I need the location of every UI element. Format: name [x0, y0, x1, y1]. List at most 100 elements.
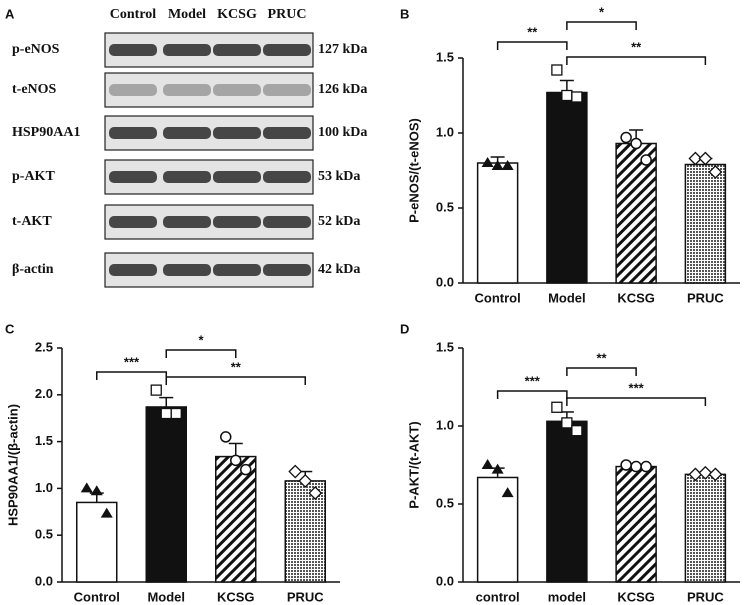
- data-point: [308, 486, 323, 500]
- blot-band: [163, 44, 211, 56]
- blot-band: [109, 84, 157, 96]
- significance-bracket: [165, 376, 306, 385]
- y-tick-label: 0.0: [35, 573, 53, 588]
- significance-bracket: [496, 390, 568, 399]
- blot-band: [109, 127, 157, 139]
- y-tick-label: 1.5: [436, 49, 454, 64]
- y-tick-label: 0.5: [436, 495, 454, 510]
- data-point: [501, 487, 514, 498]
- data-point: [620, 131, 632, 144]
- blot-protein: β-actin: [12, 262, 54, 277]
- blot-size: 42 kDa: [318, 262, 360, 277]
- blot-size: 100 kDa: [318, 125, 367, 140]
- panel-label: D: [400, 321, 409, 336]
- data-point: [698, 151, 713, 166]
- blot-band: [163, 264, 211, 276]
- data-point: [481, 157, 494, 167]
- y-tick-label: 1.5: [35, 433, 53, 448]
- y-tick-label: 1.0: [436, 417, 454, 432]
- data-point: [230, 454, 242, 467]
- significance-bracket: [566, 21, 637, 30]
- panel-label: C: [5, 321, 15, 336]
- blot-band: [263, 171, 311, 183]
- data-point: [571, 425, 583, 437]
- data-point: [150, 384, 162, 396]
- x-tick-label: Model: [147, 589, 185, 604]
- y-tick-label: 1.0: [35, 480, 53, 495]
- y-axis-title: P-AKT/(t-AKT): [406, 421, 421, 508]
- blot-band: [163, 127, 211, 139]
- data-point: [708, 467, 723, 482]
- significance-label: ***: [124, 354, 140, 369]
- x-tick-label: PRUC: [287, 589, 324, 604]
- data-point: [561, 89, 573, 102]
- data-point: [708, 165, 723, 179]
- blot-column: Control: [110, 7, 157, 22]
- x-tick-label: KCSG: [617, 290, 655, 305]
- blot-band: [213, 216, 261, 228]
- blot-band: [263, 84, 311, 96]
- y-tick-label: 0.5: [436, 199, 454, 214]
- y-tick-label: 2.0: [35, 386, 53, 401]
- data-point: [561, 417, 573, 429]
- y-tick-label: 2.5: [35, 339, 53, 354]
- blot-column: Model: [168, 7, 206, 22]
- bar: [615, 465, 657, 583]
- bar: [684, 473, 727, 583]
- bar: [546, 420, 588, 583]
- data-point: [688, 151, 703, 166]
- data-point: [160, 407, 172, 420]
- x-tick-label: Control: [74, 589, 120, 604]
- blot-band: [213, 84, 261, 96]
- panel-label: A: [5, 6, 15, 21]
- blot-band: [109, 171, 157, 183]
- blot-band: [213, 44, 261, 56]
- blot-protein: t-eNOS: [12, 82, 57, 97]
- blot-protein: p-AKT: [12, 169, 55, 184]
- x-tick-label: control: [476, 589, 520, 604]
- significance-label: **: [631, 39, 642, 54]
- blot-band: [109, 216, 157, 228]
- blot-band: [263, 216, 311, 228]
- blot-band: [163, 216, 211, 228]
- significance-label: **: [596, 350, 607, 365]
- bar: [476, 162, 519, 284]
- bar: [546, 91, 588, 284]
- blot-band: [109, 44, 157, 56]
- data-point: [80, 482, 93, 493]
- significance-bracket: [566, 397, 707, 406]
- data-point: [501, 160, 514, 170]
- data-point: [298, 473, 313, 488]
- blot-size: 126 kDa: [318, 82, 367, 97]
- blot-protein: HSP90AA1: [12, 125, 80, 140]
- data-point: [491, 160, 504, 170]
- bar: [615, 142, 657, 284]
- bar: [284, 480, 326, 583]
- data-point: [630, 460, 642, 473]
- significance-label: **: [231, 359, 242, 374]
- data-point: [288, 464, 303, 479]
- data-point: [640, 460, 652, 473]
- data-point: [240, 463, 252, 476]
- blot-column: KCSG: [217, 7, 257, 22]
- significance-bracket: [566, 56, 707, 65]
- blot-band: [213, 264, 261, 276]
- bar: [476, 476, 519, 583]
- blot-size: 53 kDa: [318, 169, 360, 184]
- significance-bracket: [96, 371, 167, 380]
- y-tick-label: 1.5: [436, 339, 454, 354]
- data-point: [640, 154, 652, 166]
- blot-band: [109, 264, 157, 276]
- significance-label: ***: [629, 380, 645, 395]
- x-tick-label: PRUC: [687, 290, 724, 305]
- blot-band: [213, 171, 261, 183]
- significance-label: **: [527, 24, 538, 39]
- data-point: [481, 459, 494, 469]
- x-tick-label: model: [548, 589, 586, 604]
- bar: [215, 455, 257, 583]
- x-tick-label: KCSG: [617, 589, 655, 604]
- significance-label: *: [599, 4, 605, 19]
- data-point: [220, 431, 232, 443]
- x-tick-label: Control: [475, 290, 521, 305]
